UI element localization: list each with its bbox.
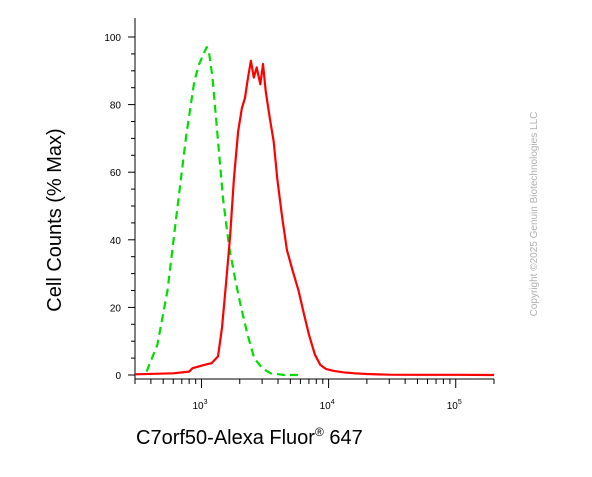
x-tick-label-exponent: 4	[331, 399, 335, 406]
x-tick-label-exponent: 3	[204, 399, 208, 406]
x-tick-label-base: 10	[320, 401, 332, 412]
y-tick-label: 0	[115, 371, 121, 382]
y-tick-label: 40	[110, 236, 122, 247]
sample-histogram-line	[134, 59, 495, 377]
y-tick-label: 100	[104, 33, 121, 44]
y-tick-label: 60	[110, 168, 122, 179]
x-axis-title-suffix: 647	[324, 427, 363, 449]
x-tick-label-exponent: 5	[458, 399, 462, 406]
x-tick-label: 105	[447, 399, 462, 412]
x-tick-label-base: 10	[192, 401, 204, 412]
x-axis-title-main: C7orf50-Alexa Fluor	[136, 427, 315, 449]
series-layer	[134, 45, 495, 377]
x-axis: 103 104 105	[134, 378, 495, 412]
y-axis-title: Cell Counts (% Max)	[44, 128, 66, 311]
y-axis: 0 20 40 60 80 100	[104, 18, 136, 382]
x-tick-label-base: 10	[447, 401, 459, 412]
x-tick-label: 104	[320, 399, 335, 412]
copyright-notice: Copyright ©2025 Genuin Biotechnologies L…	[529, 112, 540, 317]
y-tick-label: 80	[110, 101, 122, 112]
x-axis-title: C7orf50-Alexa Fluor® 647	[136, 425, 363, 449]
y-tick-label: 20	[110, 303, 122, 314]
control-histogram-line	[145, 45, 301, 377]
x-axis-title-registered-mark: ®	[315, 425, 324, 439]
x-tick-label: 103	[192, 399, 207, 412]
